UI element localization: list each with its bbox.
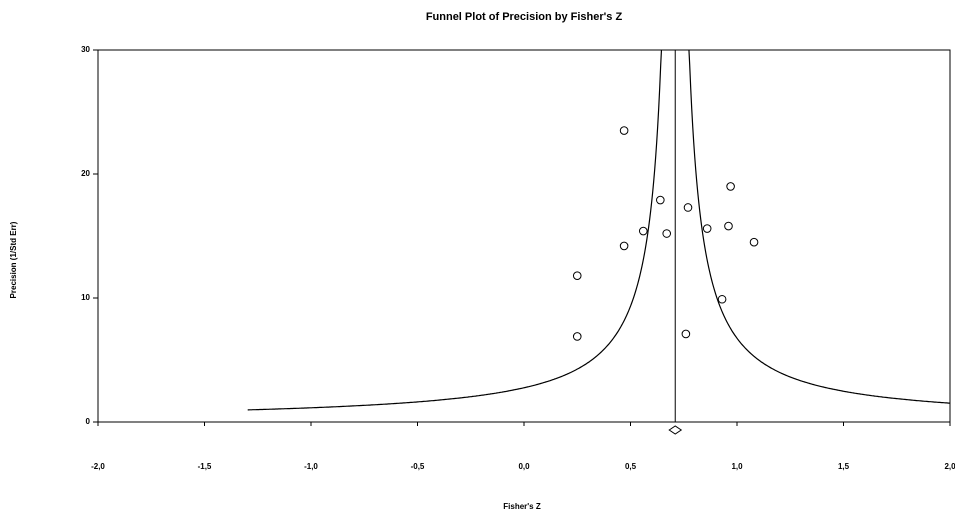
- x-axis-label: Fisher's Z: [503, 502, 541, 511]
- study-point: [683, 203, 693, 212]
- study-point: [662, 229, 672, 238]
- study-point: [619, 241, 629, 251]
- y-tick-label: 0: [86, 417, 91, 426]
- study-point: [656, 195, 665, 205]
- study-point: [717, 294, 727, 304]
- chart-title: Funnel Plot of Precision by Fisher's Z: [426, 11, 623, 23]
- y-axis-label: Precision (1/Std Err): [9, 221, 18, 298]
- funnel-limit: [247, 50, 675, 411]
- study-point: [749, 237, 759, 247]
- y-tick-label: 10: [81, 293, 90, 302]
- x-tick-label: 0,0: [518, 462, 530, 471]
- x-tick-label: -1,5: [198, 462, 212, 471]
- study-point: [702, 224, 712, 233]
- funnel-limit: [675, 50, 950, 404]
- study-point: [638, 226, 648, 236]
- study-point: [572, 271, 582, 280]
- x-tick-label: -1,0: [304, 462, 318, 471]
- x-tick-label: -2,0: [91, 462, 105, 471]
- study-point: [572, 332, 582, 341]
- summary-diamond: [668, 425, 683, 435]
- x-tick-label: 1,0: [731, 462, 743, 471]
- x-tick-label: 0,5: [625, 462, 637, 471]
- x-tick-label: 1,5: [838, 462, 850, 471]
- study-point: [619, 126, 629, 135]
- y-tick-label: 20: [81, 169, 90, 178]
- x-tick-label: 2,0: [944, 462, 955, 471]
- plot-frame: [97, 49, 951, 423]
- study-point: [726, 182, 735, 191]
- study-point: [724, 221, 733, 231]
- x-tick-label: -0,5: [411, 462, 425, 471]
- study-point: [681, 329, 691, 339]
- y-tick-label: 30: [81, 45, 90, 54]
